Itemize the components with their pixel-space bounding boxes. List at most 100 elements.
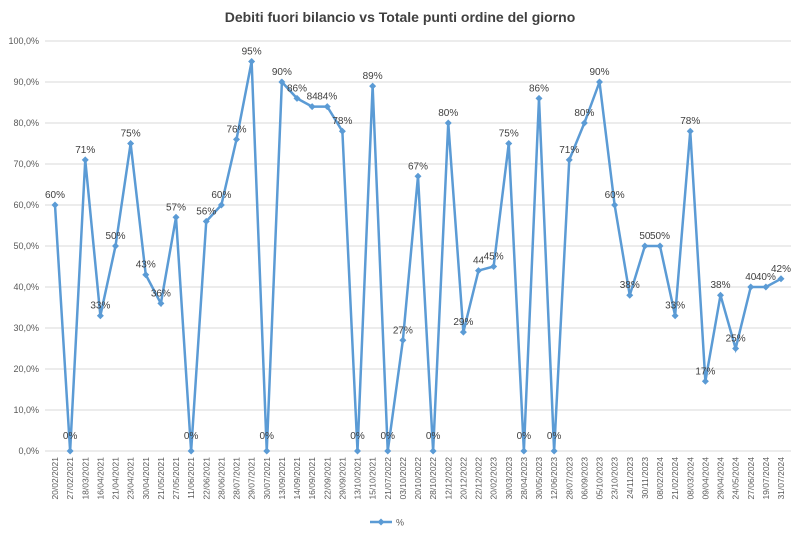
data-label: 57% — [166, 202, 186, 213]
data-point — [51, 201, 59, 209]
data-label: 80% — [438, 108, 458, 119]
data-label: 0% — [260, 431, 275, 442]
x-tick-label: 21/02/2024 — [670, 457, 680, 500]
data-label: 71% — [75, 145, 95, 156]
x-tick-label: 29/04/2024 — [716, 457, 726, 500]
x-tick-label: 28/04/2023 — [519, 457, 529, 500]
data-point — [187, 447, 195, 455]
y-tick-label: 80,0% — [13, 118, 39, 128]
data-point — [384, 447, 392, 455]
data-label: 60% — [45, 190, 65, 201]
data-point — [323, 103, 331, 111]
data-label: 0% — [63, 431, 78, 442]
data-label: 84% — [317, 92, 337, 103]
x-tick-label: 12/06/2023 — [549, 457, 559, 500]
data-point — [354, 447, 361, 455]
data-point — [762, 283, 770, 291]
x-tick-label: 16/04/2021 — [95, 457, 105, 500]
x-tick-label: 15/10/2021 — [368, 457, 378, 500]
x-tick-label: 05/10/2023 — [595, 457, 605, 500]
data-label: 50% — [650, 231, 670, 242]
data-point — [596, 78, 603, 86]
data-label: 33% — [90, 301, 110, 312]
data-label: 67% — [408, 161, 428, 172]
data-label: 17% — [695, 366, 715, 377]
data-point — [112, 242, 119, 250]
data-point — [81, 156, 89, 164]
data-label: 86% — [529, 83, 549, 94]
data-point — [233, 135, 240, 143]
data-point — [671, 312, 679, 320]
data-point — [66, 447, 74, 455]
data-label: 80% — [574, 108, 594, 119]
x-tick-label: 28/07/2021 — [232, 457, 242, 500]
legend-marker — [377, 518, 385, 526]
data-point — [656, 242, 664, 250]
x-tick-label: 20/10/2022 — [413, 457, 423, 500]
data-label: 0% — [184, 431, 199, 442]
data-label: 40 — [745, 272, 757, 283]
x-tick-label: 29/07/2021 — [247, 457, 257, 500]
data-label: 0% — [426, 431, 441, 442]
data-point — [308, 103, 316, 111]
data-label: 75% — [499, 129, 519, 140]
data-point — [172, 213, 180, 221]
data-point — [444, 119, 452, 127]
x-tick-label: 30/05/2023 — [534, 457, 544, 500]
y-tick-label: 20,0% — [13, 364, 39, 374]
data-label: 50 — [639, 231, 651, 242]
x-tick-label: 28/10/2022 — [428, 457, 438, 500]
y-tick-label: 0,0% — [18, 446, 39, 456]
x-tick-label: 16/09/2021 — [307, 457, 317, 500]
x-tick-label: 23/10/2023 — [610, 457, 620, 500]
data-point — [490, 263, 498, 270]
data-point — [550, 447, 558, 455]
x-tick-label: 08/03/2024 — [685, 457, 695, 500]
x-tick-label: 22/06/2021 — [201, 457, 211, 500]
data-label: 71% — [559, 145, 579, 156]
data-label: 27% — [393, 325, 413, 336]
x-tick-label: 13/09/2021 — [277, 457, 287, 500]
data-label: 0% — [350, 431, 365, 442]
data-point — [686, 127, 694, 135]
data-point — [202, 217, 210, 225]
x-tick-label: 30/03/2023 — [504, 457, 514, 500]
data-point — [248, 58, 256, 65]
x-tick-label: 12/12/2022 — [443, 457, 453, 500]
data-label: 75% — [121, 129, 141, 140]
x-tick-label: 27/05/2021 — [171, 457, 181, 500]
data-label: 25% — [726, 334, 746, 345]
y-tick-label: 90,0% — [13, 77, 39, 87]
data-point — [580, 119, 588, 127]
x-tick-label: 27/06/2024 — [746, 457, 756, 500]
data-point — [293, 94, 301, 102]
data-point — [157, 299, 165, 307]
data-label: 95% — [242, 47, 262, 58]
data-point — [414, 172, 422, 180]
data-label: 33% — [665, 301, 685, 312]
y-tick-label: 30,0% — [13, 323, 39, 333]
y-tick-label: 70,0% — [13, 159, 39, 169]
data-point — [717, 291, 724, 299]
data-label: 45% — [484, 252, 504, 263]
y-tick-label: 10,0% — [13, 405, 39, 415]
data-point — [565, 156, 573, 164]
data-label: 56% — [196, 206, 216, 217]
data-point — [535, 94, 543, 102]
data-point — [701, 377, 709, 385]
x-tick-label: 20/02/2021 — [50, 457, 60, 500]
x-tick-label: 19/07/2024 — [761, 457, 771, 500]
data-point — [777, 275, 785, 283]
data-label: 0% — [381, 431, 396, 442]
data-label: 44 — [473, 256, 485, 267]
x-tick-label: 14/09/2021 — [292, 457, 302, 500]
data-point — [626, 291, 634, 299]
data-point — [278, 78, 286, 86]
data-line — [53, 61, 782, 452]
data-point — [520, 447, 528, 455]
data-point — [611, 201, 619, 209]
y-tick-label: 40,0% — [13, 282, 39, 292]
x-tick-label: 22/09/2021 — [322, 457, 332, 500]
data-label: 78% — [680, 116, 700, 127]
